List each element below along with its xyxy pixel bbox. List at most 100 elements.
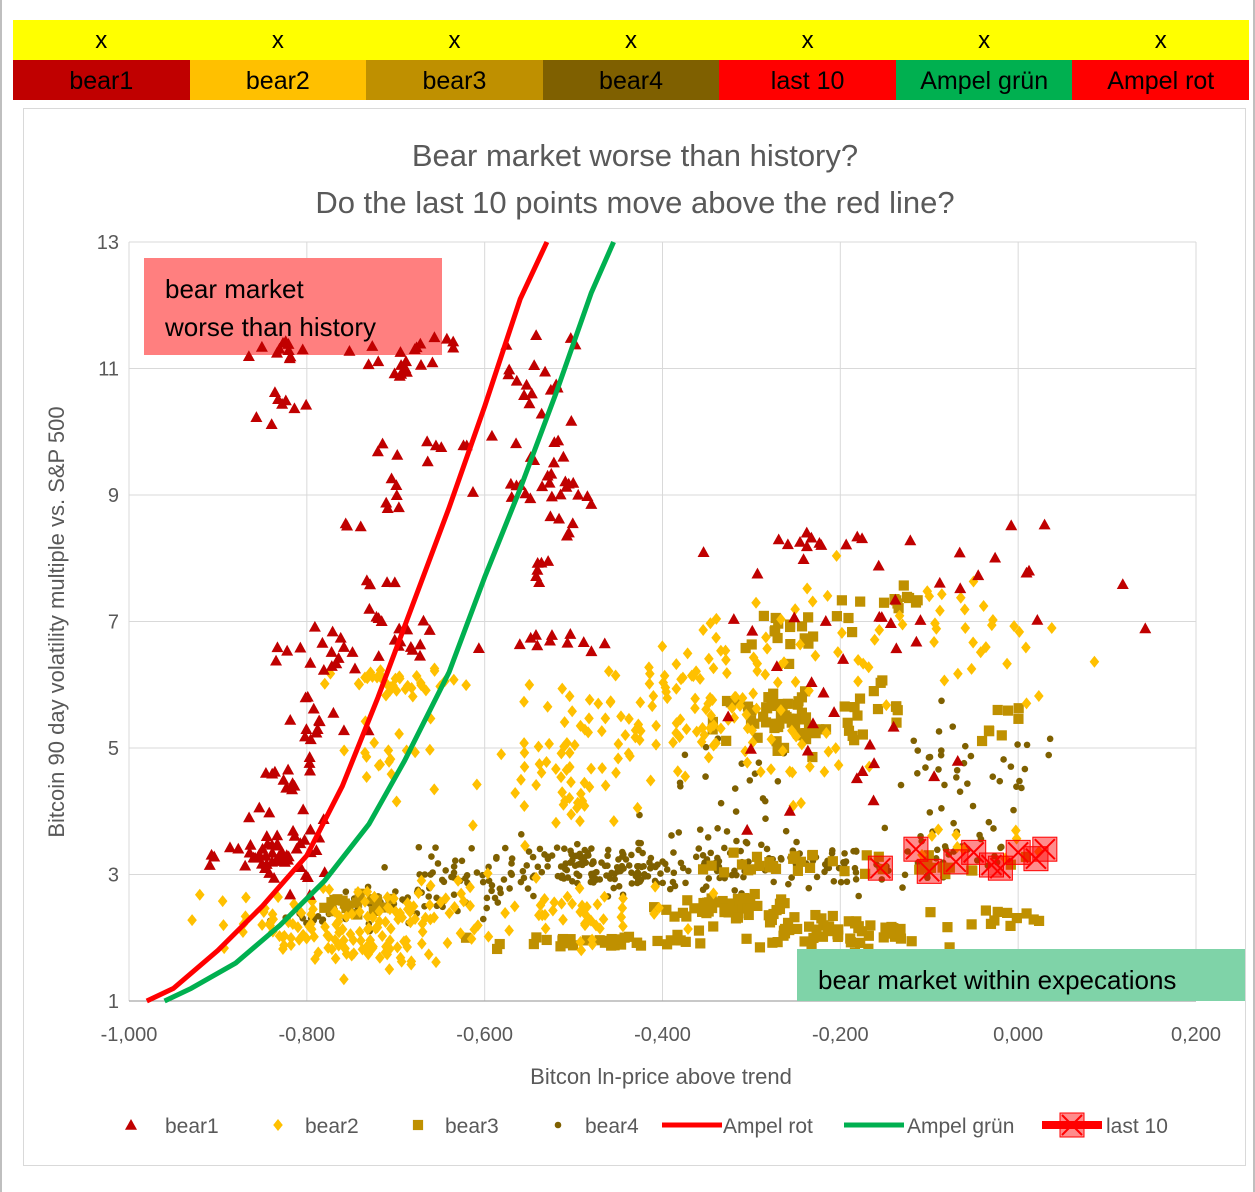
- data-point: [493, 853, 500, 861]
- data-point: [331, 918, 341, 931]
- data-point: [839, 866, 850, 877]
- data-point: [806, 942, 817, 953]
- marker-cell[interactable]: x: [1154, 27, 1167, 54]
- data-point: [874, 624, 885, 637]
- data-point: [926, 809, 934, 816]
- data-point: [831, 611, 843, 622]
- data-point: [392, 501, 405, 513]
- x-tick-label: -0,400: [634, 1024, 691, 1046]
- data-point: [706, 709, 716, 722]
- series-cell-bear2[interactable]: bear2: [189, 60, 367, 100]
- data-point: [575, 719, 586, 732]
- marker-cell[interactable]: x: [448, 27, 461, 54]
- data-point: [400, 683, 411, 696]
- data-point: [677, 907, 689, 918]
- data-point: [337, 724, 350, 736]
- data-point: [394, 727, 404, 740]
- data-point: [674, 731, 685, 744]
- data-point: [676, 779, 684, 787]
- data-point: [377, 929, 388, 942]
- data-point: [938, 697, 945, 705]
- data-point: [852, 869, 860, 876]
- data-point: [898, 580, 909, 591]
- data-point: [897, 781, 905, 789]
- data-point: [978, 599, 989, 612]
- legend-label: Ampel rot: [723, 1115, 813, 1138]
- data-point: [790, 603, 800, 616]
- data-point: [362, 910, 373, 923]
- marker-cell[interactable]: x: [978, 27, 991, 54]
- data-point: [775, 659, 786, 672]
- data-point: [679, 864, 687, 872]
- data-point: [707, 849, 715, 857]
- marker-cell[interactable]: x: [801, 27, 814, 54]
- data-point: [652, 935, 663, 947]
- data-point: [351, 897, 363, 908]
- data-point: [808, 932, 819, 944]
- marker-cell[interactable]: x: [625, 27, 638, 54]
- data-point-cross: [918, 860, 940, 883]
- data-point: [878, 932, 889, 943]
- data-point: [519, 799, 530, 812]
- data-point: [695, 672, 705, 685]
- data-point: [850, 772, 863, 784]
- marker-cell[interactable]: x: [271, 27, 284, 54]
- data-point: [606, 875, 614, 882]
- data-point: [416, 874, 427, 887]
- series-cell-ampel-gruen[interactable]: Ampel grün: [895, 60, 1073, 100]
- data-point: [304, 733, 317, 745]
- data-point: [281, 644, 294, 656]
- data-point: [282, 763, 295, 775]
- data-point: [360, 746, 370, 759]
- x-tick-label: -0,200: [812, 1024, 869, 1046]
- data-point: [562, 860, 570, 867]
- data-point: [203, 859, 216, 870]
- data-point: [288, 829, 301, 841]
- series-cell-bear4[interactable]: bear4: [542, 60, 720, 100]
- data-point: [697, 864, 709, 875]
- data-point: [549, 896, 560, 909]
- data-point: [837, 626, 847, 639]
- data-point: [935, 728, 943, 735]
- series-cell-ampel-rot[interactable]: Ampel rot: [1072, 60, 1250, 100]
- data-point: [605, 695, 616, 708]
- data-point: [675, 713, 686, 726]
- data-point: [1021, 908, 1032, 919]
- data-point: [268, 386, 281, 397]
- data-point: [951, 754, 964, 766]
- data-point: [613, 863, 621, 871]
- data-point: [654, 901, 664, 914]
- data-point: [375, 951, 385, 964]
- data-point: [531, 778, 541, 791]
- data-point: [272, 393, 285, 405]
- data-point: [868, 686, 879, 697]
- data-point: [611, 870, 618, 877]
- data-point: [268, 913, 279, 926]
- legend-label: bear4: [585, 1115, 639, 1138]
- series-cell-last10[interactable]: last 10: [719, 60, 896, 100]
- data-point-cross: [989, 857, 1012, 879]
- data-point: [733, 837, 740, 845]
- data-point: [534, 863, 542, 871]
- data-point: [460, 932, 472, 943]
- data-point: [317, 663, 330, 675]
- data-point: [828, 706, 841, 717]
- data-point: [890, 642, 903, 654]
- data-point: [301, 690, 314, 702]
- data-point: [529, 628, 542, 640]
- marker-cell[interactable]: x: [95, 27, 108, 54]
- data-point: [914, 770, 921, 777]
- data-point: [565, 414, 578, 426]
- data-point: [904, 534, 917, 546]
- data-point: [353, 677, 364, 690]
- x-tick-label: -1,000: [101, 1024, 158, 1046]
- data-point: [241, 891, 251, 904]
- data-point: [861, 850, 872, 861]
- data-point: [733, 871, 740, 879]
- data-point: [468, 845, 475, 852]
- data-point: [773, 618, 784, 629]
- data-point: [644, 677, 655, 690]
- series-cell-bear3[interactable]: bear3: [366, 60, 543, 100]
- series-cell-bear1[interactable]: bear1: [13, 60, 190, 100]
- data-point: [839, 701, 850, 712]
